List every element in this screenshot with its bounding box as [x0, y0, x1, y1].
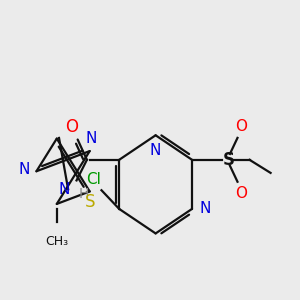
- Text: N: N: [59, 182, 70, 197]
- Text: N: N: [150, 143, 161, 158]
- Text: H: H: [79, 187, 89, 201]
- Text: CH₃: CH₃: [45, 235, 68, 248]
- Text: S: S: [84, 193, 95, 211]
- Text: N: N: [85, 131, 97, 146]
- Text: O: O: [65, 118, 78, 136]
- Text: S: S: [223, 151, 235, 169]
- Text: O: O: [235, 186, 247, 201]
- Text: N: N: [199, 201, 210, 216]
- Text: Cl: Cl: [86, 172, 101, 187]
- Text: N: N: [19, 162, 30, 177]
- Text: O: O: [235, 118, 247, 134]
